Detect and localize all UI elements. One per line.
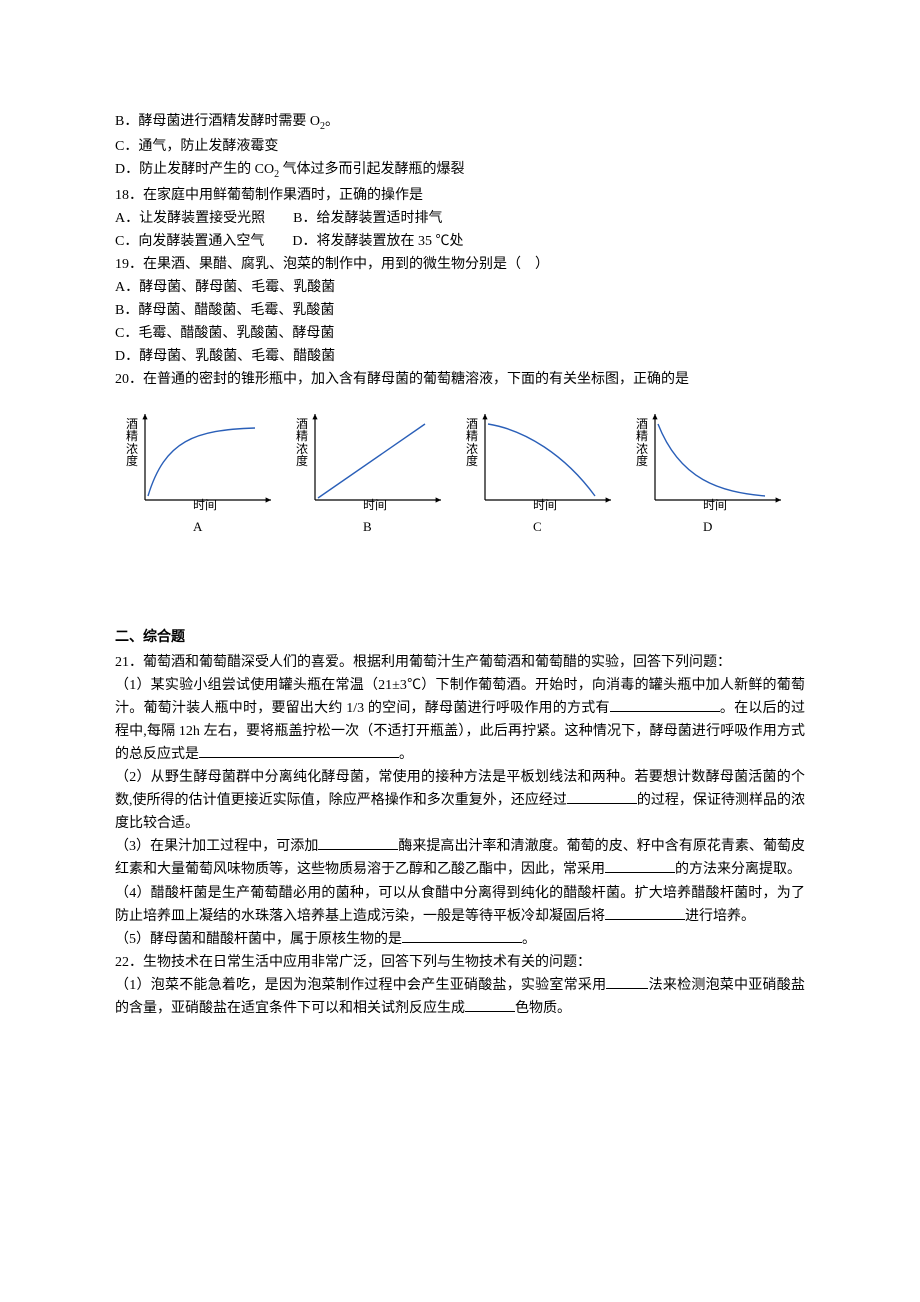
blank-fill xyxy=(465,997,515,1012)
chart-b: 酒精浓度 时间 B xyxy=(285,400,455,540)
spacer xyxy=(115,544,805,574)
chart-d-ylabel: 酒精浓度 xyxy=(635,418,649,468)
q21-p5-a: （5）酵母菌和醋酸杆菌中，属于原核生物的是 xyxy=(115,932,402,947)
blank-fill xyxy=(606,974,648,989)
chart-d-xlabel: 时间 xyxy=(703,496,727,516)
chart-b-xlabel: 时间 xyxy=(363,496,387,516)
q21-p4-b: 进行培养。 xyxy=(685,909,755,924)
chart-a-ylabel: 酒精浓度 xyxy=(125,418,139,468)
blank-fill xyxy=(402,928,522,943)
q19-option-c: C．毛霉、醋酸菌、乳酸菌、酵母菌 xyxy=(115,322,805,345)
blank-fill xyxy=(567,789,637,804)
chart-b-ylabel: 酒精浓度 xyxy=(295,418,309,468)
q17-option-d-text-post: 气体过多而引起发酵瓶的爆裂 xyxy=(279,162,465,177)
blank-fill xyxy=(605,858,675,873)
q18-stem: 18．在家庭中用鲜葡萄制作果酒时，正确的操作是 xyxy=(115,184,805,207)
q19-stem: 19．在果酒、果醋、腐乳、泡菜的制作中，用到的微生物分别是（ ） xyxy=(115,253,805,276)
chart-c-ylabel: 酒精浓度 xyxy=(465,418,479,468)
q21-p3-c: 的方法来分离提取。 xyxy=(675,862,801,877)
q21-stem: 21．葡萄酒和葡萄醋深受人们的喜爱。根据利用葡萄汁生产葡萄酒和葡萄醋的实验，回答… xyxy=(115,651,805,674)
q21-p5-b: 。 xyxy=(522,932,536,947)
q21-p5: （5）酵母菌和醋酸杆菌中，属于原核生物的是 。 xyxy=(115,928,805,951)
blank-fill xyxy=(605,905,685,920)
q21-p1: （1）某实验小组尝试使用罐头瓶在常温（21±3℃）下制作葡萄酒。开始时，向消毒的… xyxy=(115,674,805,766)
q17-option-d-text-pre: D．防止发酵时产生的 CO xyxy=(115,162,274,177)
blank-fill xyxy=(199,743,399,758)
q20-stem: 20．在普通的密封的锥形瓶中，加入含有酵母菌的葡萄糖溶液，下面的有关坐标图，正确… xyxy=(115,368,805,391)
chart-d: 酒精浓度 时间 D xyxy=(625,400,795,540)
blank-fill xyxy=(318,835,398,850)
q21-p4: （4）醋酸杆菌是生产葡萄醋必用的菌种，可以从食醋中分离得到纯化的醋酸杆菌。扩大培… xyxy=(115,882,805,928)
chart-a: 酒精浓度 时间 A xyxy=(115,400,285,540)
q17-option-b: B．酵母菌进行酒精发酵时需要 O2。 xyxy=(115,110,805,135)
q20-charts: 酒精浓度 时间 A 酒精浓度 时间 B 酒精浓度 时间 C 酒精浓度 时间 D xyxy=(115,400,805,540)
q18-option-b: B．给发酵装置适时排气 xyxy=(293,211,442,226)
chart-c-xlabel: 时间 xyxy=(533,496,557,516)
chart-d-letter: D xyxy=(703,516,712,537)
chart-b-letter: B xyxy=(363,516,372,537)
chart-c-letter: C xyxy=(533,516,542,537)
q21-p1-c: 。 xyxy=(399,747,413,762)
q17-option-b-text-pre: B．酵母菌进行酒精发酵时需要 O xyxy=(115,114,320,129)
q22-p1: （1）泡菜不能急着吃，是因为泡菜制作过程中会产生亚硝酸盐，实验室常采用法来检测泡… xyxy=(115,974,805,1020)
q21-p3: （3）在果汁加工过程中，可添加酶来提高出汁率和清澈度。葡萄的皮、籽中含有原花青素… xyxy=(115,835,805,881)
q18-options-cd: C．向发酵装置通入空气 D．将发酵装置放在 35 ℃处 xyxy=(115,230,805,253)
q18-options-ab: A．让发酵装置接受光照 B．给发酵装置适时排气 xyxy=(115,207,805,230)
q17-option-b-text-post: 。 xyxy=(325,114,339,129)
q22-p1-a: （1）泡菜不能急着吃，是因为泡菜制作过程中会产生亚硝酸盐，实验室常采用 xyxy=(115,978,606,993)
section-2-heading: 二、综合题 xyxy=(115,626,805,649)
q19-option-d: D．酵母菌、乳酸菌、毛霉、醋酸菌 xyxy=(115,345,805,368)
chart-a-letter: A xyxy=(193,516,202,537)
q19-option-a: A．酵母菌、酵母菌、毛霉、乳酸菌 xyxy=(115,276,805,299)
q18-option-d: D．将发酵装置放在 35 ℃处 xyxy=(292,234,463,249)
q19-option-b: B．酵母菌、醋酸菌、毛霉、乳酸菌 xyxy=(115,299,805,322)
q22-stem: 22．生物技术在日常生活中应用非常广泛，回答下列与生物技术有关的问题： xyxy=(115,951,805,974)
chart-a-xlabel: 时间 xyxy=(193,496,217,516)
q17-option-c: C．通气，防止发酵液霉变 xyxy=(115,135,805,158)
chart-c: 酒精浓度 时间 C xyxy=(455,400,625,540)
q22-p1-c: 色物质。 xyxy=(515,1001,571,1016)
q21-p2: （2）从野生酵母菌群中分离纯化酵母菌，常使用的接种方法是平板划线法和两种。若要想… xyxy=(115,766,805,835)
q17-option-d: D．防止发酵时产生的 CO2 气体过多而引起发酵瓶的爆裂 xyxy=(115,158,805,183)
q18-option-c: C．向发酵装置通入空气 xyxy=(115,234,264,249)
blank-fill xyxy=(610,697,720,712)
q21-p3-a: （3）在果汁加工过程中，可添加 xyxy=(115,839,318,854)
q18-option-a: A．让发酵装置接受光照 xyxy=(115,211,265,226)
